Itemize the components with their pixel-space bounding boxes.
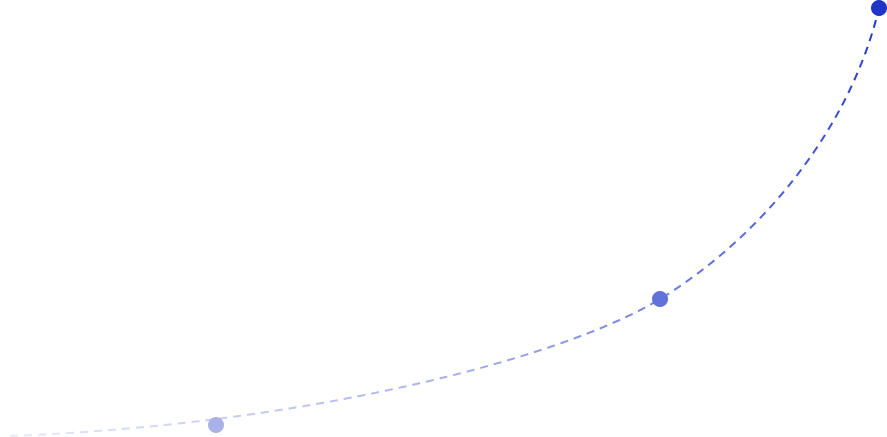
dot-strong — [871, 0, 887, 16]
dot-medium — [652, 291, 668, 307]
dot-faint — [208, 417, 224, 433]
dashed-path — [9, 7, 880, 437]
